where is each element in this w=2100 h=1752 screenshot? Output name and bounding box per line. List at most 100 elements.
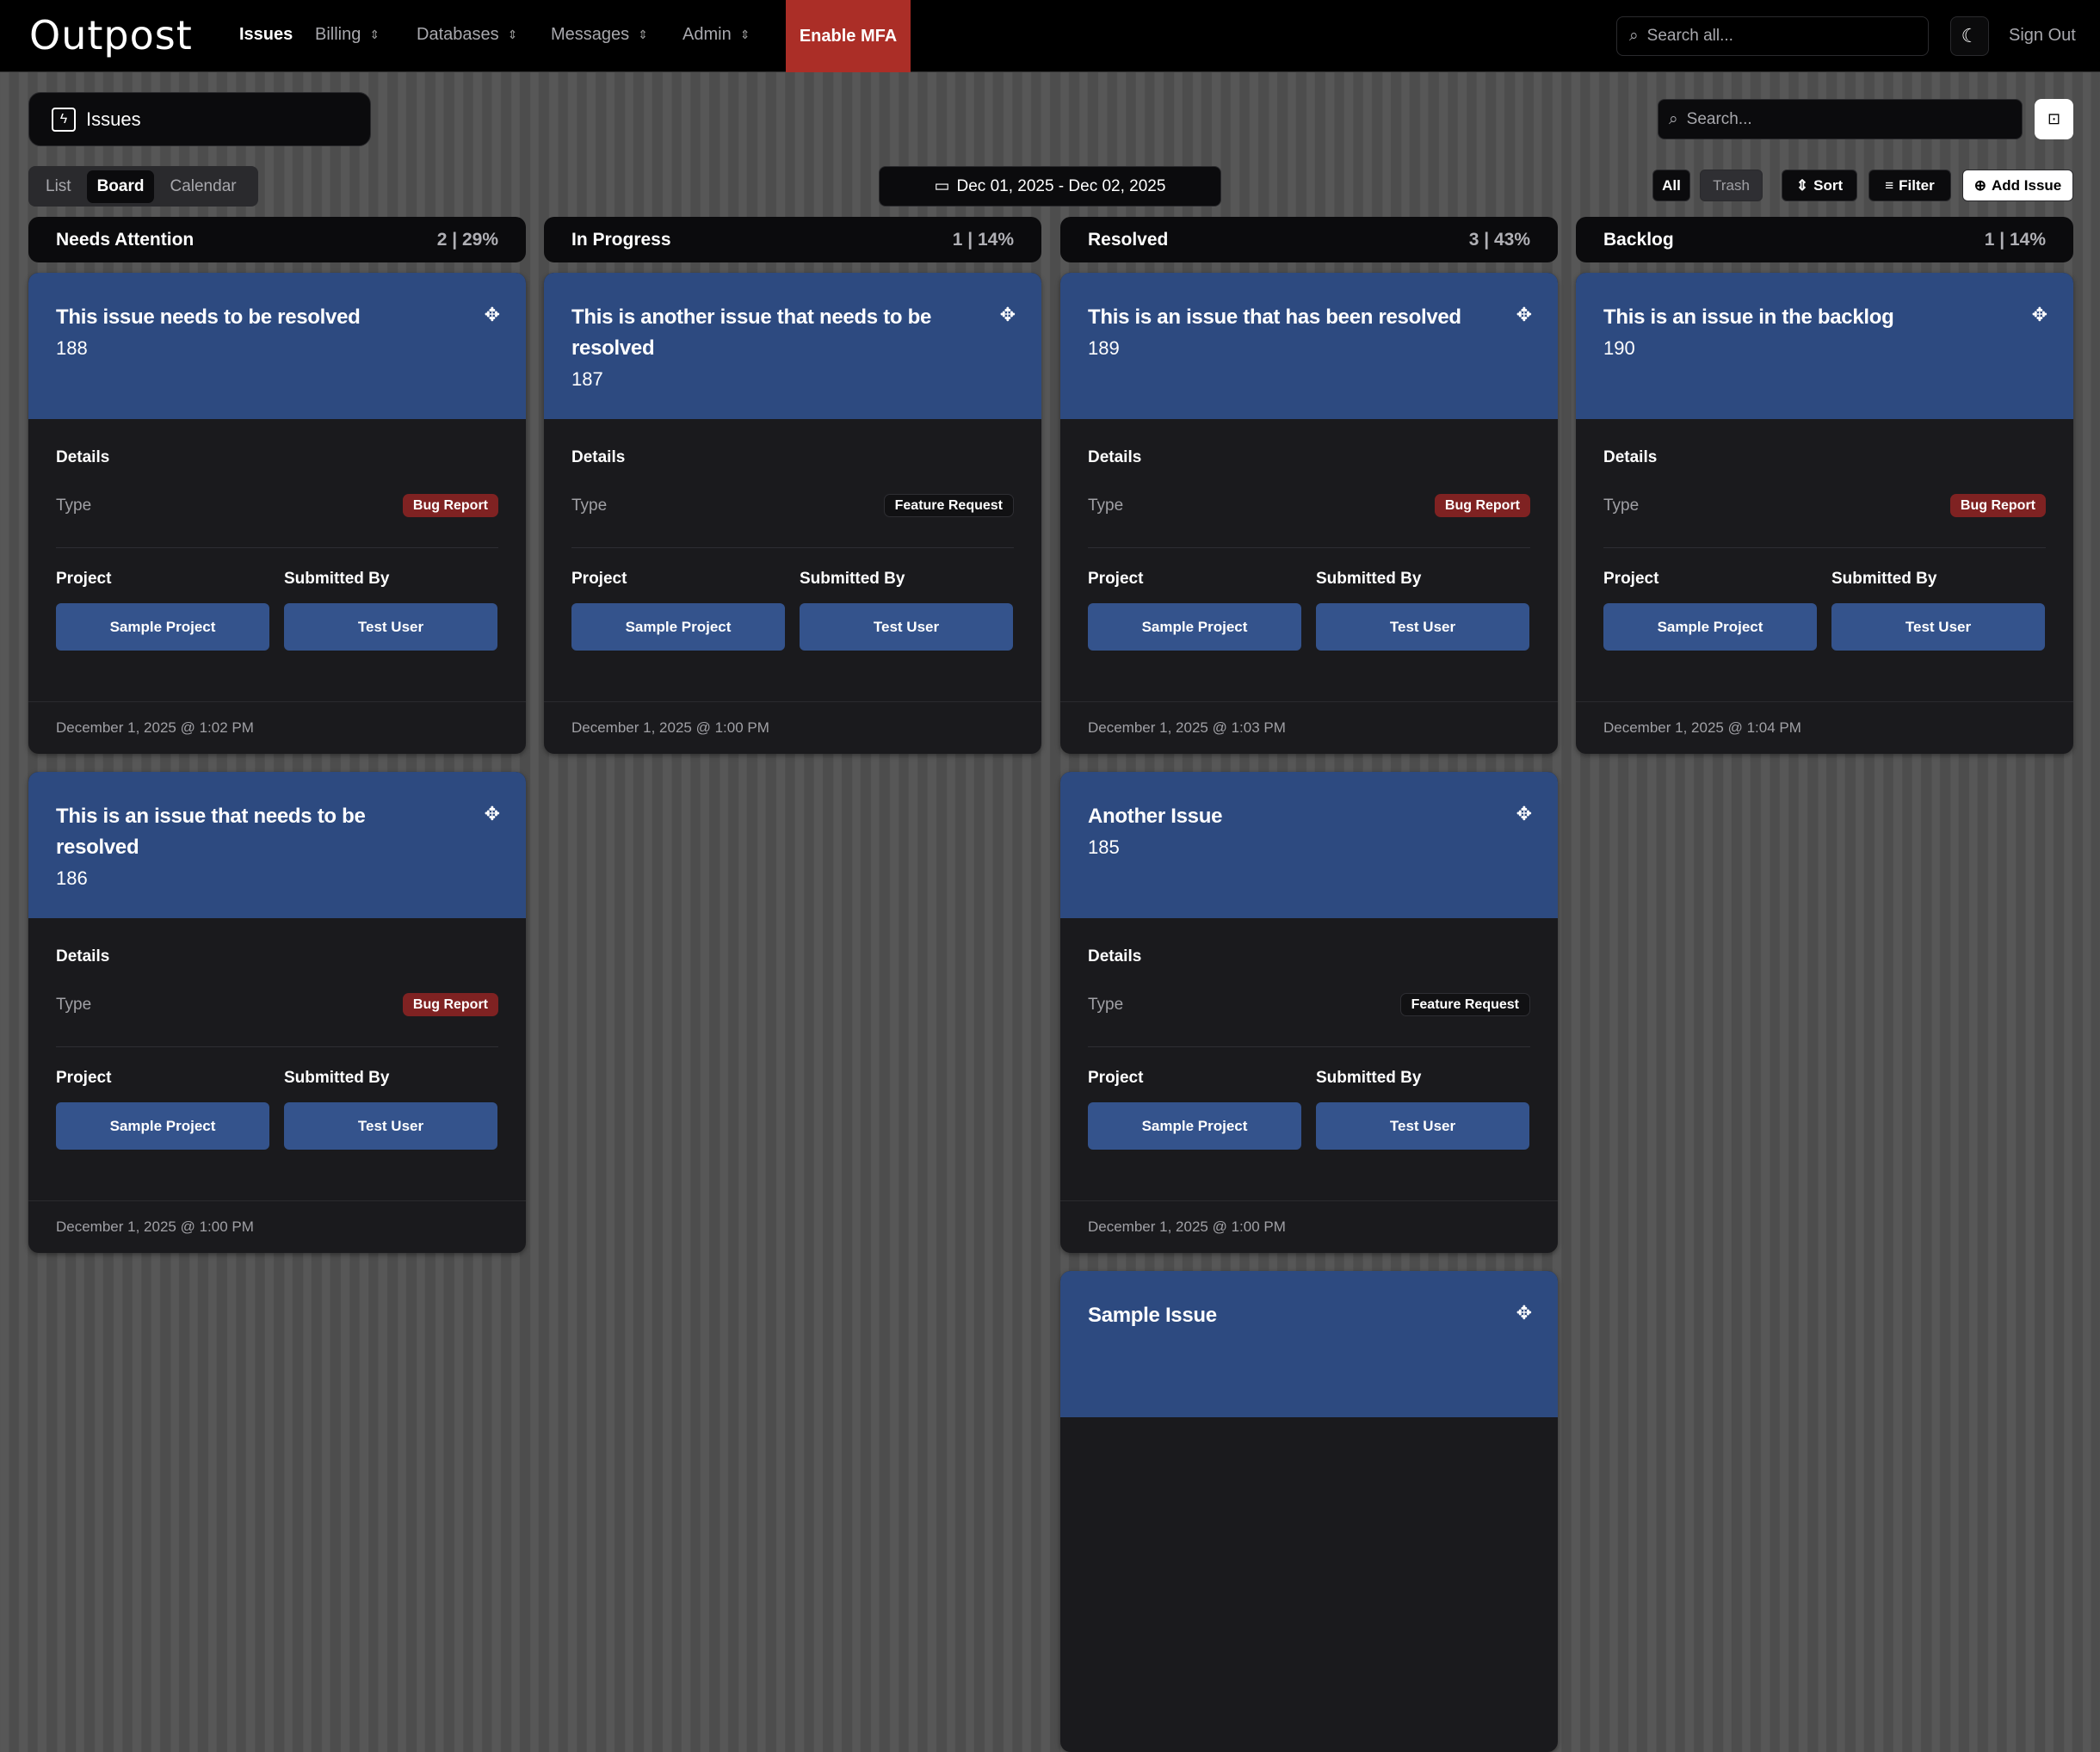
user-button[interactable]: Test User bbox=[1831, 603, 2045, 651]
issue-card[interactable]: This is an issue that has been resolved 1… bbox=[1060, 273, 1558, 754]
search-icon: ⌕ bbox=[1629, 27, 1639, 45]
divider bbox=[1603, 547, 2046, 548]
nav-messages[interactable]: Messages ⇕ bbox=[551, 25, 648, 45]
nav-databases[interactable]: Databases ⇕ bbox=[417, 25, 517, 45]
card-body: Details Type Feature Request Project Sub… bbox=[1060, 918, 1558, 1253]
column-count: 3 | 43% bbox=[1468, 229, 1530, 250]
type-label: Type bbox=[1603, 497, 1640, 515]
theme-toggle-moon-icon[interactable]: ☾ bbox=[1950, 16, 1989, 56]
view-list[interactable]: List bbox=[46, 176, 71, 195]
submitted-by-label: Submitted By bbox=[1316, 1069, 1422, 1087]
add-issue-button[interactable]: ⊕ Add Issue bbox=[1962, 170, 2073, 201]
drag-move-icon[interactable]: ✥ bbox=[1516, 304, 1532, 325]
type-badge: Bug Report bbox=[402, 993, 498, 1016]
sign-out-link[interactable]: Sign Out bbox=[2009, 26, 2076, 45]
global-search-placeholder: Search all... bbox=[1646, 27, 1733, 45]
nav-issues-label: Issues bbox=[239, 25, 293, 44]
drag-move-icon[interactable]: ✥ bbox=[1516, 803, 1532, 824]
card-header: Another Issue 185 ✥ bbox=[1060, 772, 1558, 918]
calendar-icon: ▭ bbox=[934, 177, 950, 195]
issue-title[interactable]: This is an issue that has been resolved bbox=[1088, 305, 1461, 329]
filter-all-button[interactable]: All bbox=[1652, 170, 1690, 201]
issue-card[interactable]: This issue needs to be resolved 188 ✥ Det… bbox=[28, 273, 526, 754]
issue-card[interactable]: This is an issue in the backlog 190 ✥ Det… bbox=[1576, 273, 2073, 754]
plus-circle-icon: ⊕ bbox=[1973, 176, 1986, 194]
column-count: 2 | 29% bbox=[436, 229, 498, 250]
project-button[interactable]: Sample Project bbox=[1088, 1102, 1301, 1150]
card-timestamp: December 1, 2025 @ 1:02 PM bbox=[28, 701, 526, 754]
user-button[interactable]: Test User bbox=[1316, 603, 1529, 651]
issue-card[interactable]: This is an issue that needs to be resolv… bbox=[28, 772, 526, 1253]
issue-title[interactable]: This is another issue that needs to be r… bbox=[571, 305, 932, 360]
type-badge: Feature Request bbox=[1399, 993, 1530, 1016]
nav-databases-label: Databases bbox=[417, 25, 499, 44]
type-label: Type bbox=[1088, 497, 1124, 515]
drag-move-icon[interactable]: ✥ bbox=[484, 304, 500, 325]
nav-issues[interactable]: Issues bbox=[239, 25, 293, 45]
issue-title[interactable]: This is an issue that needs to be resolv… bbox=[56, 805, 366, 859]
filter-trash-button[interactable]: Trash bbox=[1700, 170, 1763, 201]
submitted-by-label: Submitted By bbox=[800, 570, 905, 588]
issue-search-input[interactable]: ⌕ Search... bbox=[1658, 99, 2023, 139]
column-header: Backlog 1 | 14% bbox=[1576, 217, 2073, 262]
project-button[interactable]: Sample Project bbox=[56, 603, 269, 651]
card-header: This is an issue that needs to be resolv… bbox=[28, 772, 526, 918]
drag-move-icon[interactable]: ✥ bbox=[484, 803, 500, 824]
type-label: Type bbox=[571, 497, 608, 515]
user-button[interactable]: Test User bbox=[1316, 1102, 1529, 1150]
nav-admin[interactable]: Admin ⇕ bbox=[682, 25, 750, 45]
issue-card[interactable]: Another Issue 185 ✥ Details Type Feature … bbox=[1060, 772, 1558, 1253]
logo[interactable]: Outpost bbox=[29, 12, 193, 59]
card-timestamp: December 1, 2025 @ 1:00 PM bbox=[28, 1200, 526, 1253]
issues-icon: ϟ bbox=[52, 107, 76, 132]
filter-button[interactable]: ≡ Filter bbox=[1868, 170, 1951, 201]
issue-title[interactable]: This is an issue in the backlog bbox=[1603, 305, 1894, 329]
sort-button[interactable]: ⇕ Sort bbox=[1782, 170, 1857, 201]
issue-title[interactable]: This issue needs to be resolved bbox=[56, 305, 361, 329]
issue-card[interactable]: This is another issue that needs to be r… bbox=[544, 273, 1041, 754]
nav-admin-label: Admin bbox=[682, 25, 732, 44]
issue-number: 188 bbox=[56, 337, 88, 359]
column-name: Backlog bbox=[1603, 229, 1674, 250]
project-button[interactable]: Sample Project bbox=[571, 603, 785, 651]
type-badge: Feature Request bbox=[883, 494, 1014, 517]
sort-label: Sort bbox=[1813, 176, 1844, 194]
project-button[interactable]: Sample Project bbox=[56, 1102, 269, 1150]
submitted-by-label: Submitted By bbox=[284, 1069, 390, 1087]
sort-icon: ⇕ bbox=[1795, 176, 1809, 194]
project-label: Project bbox=[1603, 570, 1659, 588]
nav-billing[interactable]: Billing ⇕ bbox=[315, 25, 380, 45]
issue-card[interactable]: Sample Issue ✥ bbox=[1060, 1271, 1558, 1752]
project-label: Project bbox=[1088, 570, 1144, 588]
type-label: Type bbox=[56, 497, 92, 515]
project-button[interactable]: Sample Project bbox=[1088, 603, 1301, 651]
column-count: 1 | 14% bbox=[1984, 229, 2046, 250]
enable-mfa-button[interactable]: Enable MFA bbox=[786, 0, 911, 72]
project-button[interactable]: Sample Project bbox=[1603, 603, 1817, 651]
filter-icon: ≡ bbox=[1885, 176, 1894, 194]
ai-bot-button[interactable]: ⊡ bbox=[2035, 99, 2073, 139]
user-button[interactable]: Test User bbox=[284, 603, 497, 651]
user-button[interactable]: Test User bbox=[284, 1102, 497, 1150]
submitted-by-label: Submitted By bbox=[284, 570, 390, 588]
details-heading: Details bbox=[1088, 448, 1142, 466]
drag-move-icon[interactable]: ✥ bbox=[1516, 1302, 1532, 1323]
global-search-input[interactable]: ⌕ Search all... bbox=[1616, 16, 1929, 56]
card-header: This is another issue that needs to be r… bbox=[544, 273, 1041, 419]
drag-move-icon[interactable]: ✥ bbox=[999, 304, 1016, 325]
view-calendar[interactable]: Calendar bbox=[170, 176, 237, 195]
nav-messages-label: Messages bbox=[551, 25, 630, 44]
date-range-picker[interactable]: ▭ Dec 01, 2025 - Dec 02, 2025 bbox=[879, 166, 1221, 207]
card-timestamp: December 1, 2025 @ 1:00 PM bbox=[544, 701, 1041, 754]
chevron-updown-icon: ⇕ bbox=[369, 28, 380, 41]
column-header: Resolved 3 | 43% bbox=[1060, 217, 1558, 262]
issue-title[interactable]: Sample Issue bbox=[1088, 1304, 1217, 1327]
details-heading: Details bbox=[56, 947, 110, 965]
issue-title[interactable]: Another Issue bbox=[1088, 805, 1223, 828]
card-timestamp: December 1, 2025 @ 1:00 PM bbox=[1060, 1200, 1558, 1253]
view-board[interactable]: Board bbox=[86, 170, 155, 203]
user-button[interactable]: Test User bbox=[800, 603, 1013, 651]
drag-move-icon[interactable]: ✥ bbox=[2031, 304, 2048, 325]
card-timestamp: December 1, 2025 @ 1:03 PM bbox=[1060, 701, 1558, 754]
date-range-text: Dec 01, 2025 - Dec 02, 2025 bbox=[956, 176, 1166, 195]
